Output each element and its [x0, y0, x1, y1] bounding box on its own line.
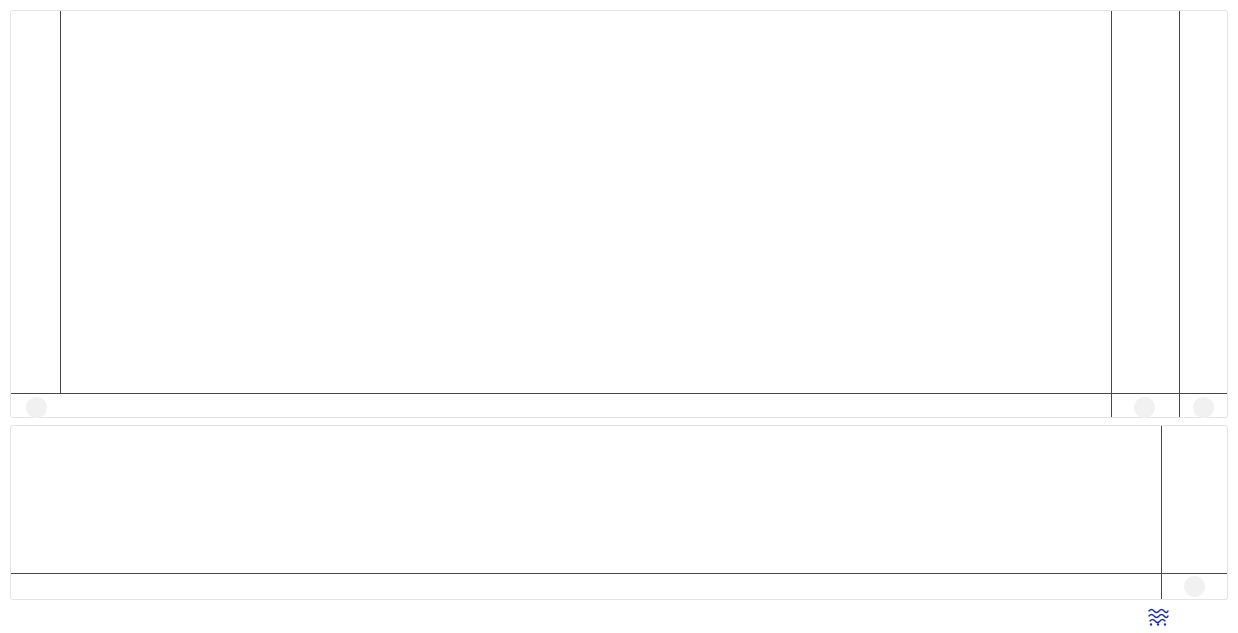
bottom-chart-panel	[10, 425, 1228, 600]
top-x-axis[interactable]	[60, 393, 1111, 419]
right-employment-change-axis[interactable]	[1111, 11, 1179, 393]
left-axis-separator	[60, 11, 61, 393]
fulltime-last-value-badge	[1167, 426, 1225, 443]
right-axis-b-separator	[1179, 11, 1180, 417]
top-chart-x-axis-line	[11, 393, 1227, 394]
bottom-chart-x-axis-line	[11, 573, 1227, 574]
employment-change-last-value-badge	[1113, 11, 1175, 28]
unemployment-last-value-badge	[23, 11, 58, 28]
lseg-crest-icon	[1146, 606, 1170, 627]
bottom-axis-separator	[1161, 426, 1162, 599]
participation-last-value-badge	[1181, 11, 1226, 28]
bottom-x-axis[interactable]	[11, 573, 1161, 599]
top-chart-plot-area[interactable]	[60, 11, 1111, 393]
a-axis-button-bottom[interactable]	[1184, 576, 1205, 597]
right-participation-axis[interactable]	[1179, 11, 1227, 393]
fulltime-change-axis[interactable]	[1161, 426, 1227, 573]
bottom-chart-plot-area[interactable]	[11, 426, 1161, 573]
right-axis-a-separator	[1111, 11, 1112, 417]
z-axis-button[interactable]	[26, 397, 47, 418]
left-unemployment-axis[interactable]	[11, 11, 60, 393]
b-axis-button[interactable]	[1193, 397, 1214, 418]
top-chart-panel	[10, 10, 1228, 418]
a-axis-button-top[interactable]	[1134, 397, 1155, 418]
lseg-logo	[1146, 606, 1175, 627]
